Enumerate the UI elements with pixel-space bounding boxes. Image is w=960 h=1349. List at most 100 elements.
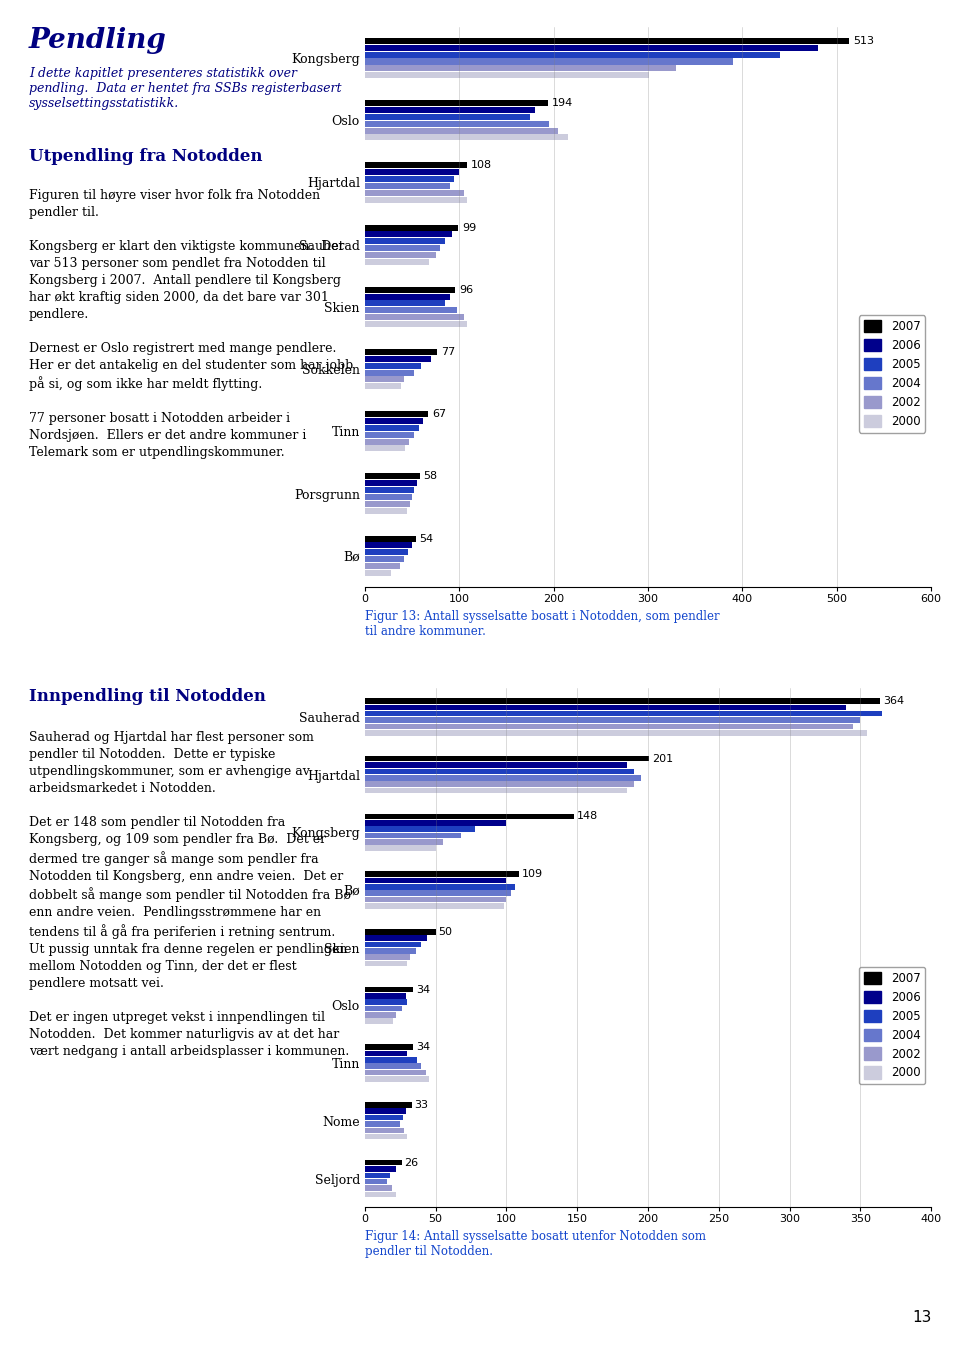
Bar [365,494,412,500]
Bar [365,177,454,182]
Bar [365,100,548,107]
Bar [365,1058,418,1063]
Bar [365,162,467,169]
Text: 108: 108 [470,161,492,170]
Bar [365,556,404,563]
Bar [365,1135,407,1140]
Bar [365,993,406,998]
Bar [365,755,649,761]
Bar [365,549,408,556]
Bar [365,1102,412,1108]
Text: 67: 67 [432,409,446,420]
Bar [365,827,475,832]
Bar [365,411,428,417]
Bar [365,1006,401,1012]
Text: 364: 364 [883,696,904,706]
Bar [365,473,420,479]
Bar [365,1000,407,1005]
Bar [365,536,416,541]
Bar [365,813,574,819]
Bar [365,723,853,730]
Bar [365,846,436,851]
Text: 194: 194 [552,98,573,108]
Bar [365,788,627,793]
Bar [365,376,404,382]
Text: 109: 109 [522,869,543,880]
Bar [365,948,416,954]
Text: Pendling: Pendling [29,27,166,54]
Bar [365,1160,401,1166]
Bar [365,128,559,134]
Bar [365,507,407,514]
Bar [365,569,392,576]
Text: 54: 54 [420,534,434,544]
Bar [365,183,449,189]
Bar [365,699,880,704]
Bar [365,259,429,264]
Text: 50: 50 [439,927,452,936]
Bar [365,542,412,549]
Bar [365,1166,396,1172]
Bar [365,51,780,58]
Bar [365,762,627,768]
Bar [365,500,410,507]
Bar [365,480,417,486]
Bar [365,197,467,202]
Bar [365,308,457,313]
Bar [365,1172,391,1178]
Bar [365,73,649,78]
Bar [365,239,445,244]
Text: 34: 34 [416,1043,430,1052]
Text: I dette kapitlet presenteres statistikk over
pendling.  Data er hentet fra SSBs : I dette kapitlet presenteres statistikk … [29,67,342,111]
Bar [365,232,451,237]
Bar [365,878,507,884]
Text: Figur 14: Antall sysselsatte bosatt utenfor Notodden som
pendler til Notodden.: Figur 14: Antall sysselsatte bosatt uten… [365,1230,706,1259]
Bar [365,929,436,935]
Text: Figur 13: Antall sysselsatte bosatt i Notodden, som pendler
til andre kommuner.: Figur 13: Antall sysselsatte bosatt i No… [365,610,719,638]
Text: Utpendling fra Notodden: Utpendling fra Notodden [29,148,262,166]
Bar [365,363,421,368]
Text: 96: 96 [459,285,473,295]
Bar [365,224,458,231]
Bar [365,986,413,993]
Bar [365,425,419,430]
Bar [365,871,519,877]
Bar [365,252,436,258]
Text: 26: 26 [404,1157,419,1168]
Bar [365,954,410,960]
Bar [365,370,414,375]
Bar [365,383,400,390]
Bar [365,445,405,452]
Bar [365,884,515,889]
Bar [365,1128,404,1133]
Bar [365,839,443,844]
Bar [365,1191,396,1197]
Bar [365,65,676,71]
Bar [365,563,399,569]
Bar [365,1012,396,1017]
Text: Figuren til høyre viser hvor folk fra Notodden
pendler til.

Kongsberg er klart : Figuren til høyre viser hvor folk fra No… [29,189,353,460]
Bar [365,294,449,299]
Bar [365,246,441,251]
Text: 33: 33 [415,1099,428,1110]
Text: 513: 513 [852,36,874,46]
Bar [365,1186,392,1191]
Bar [365,902,504,909]
Bar [365,45,818,51]
Bar [365,942,421,947]
Bar [365,1109,406,1114]
Text: Innpendling til Notodden: Innpendling til Notodden [29,688,266,706]
Bar [365,960,407,966]
Legend: 2007, 2006, 2005, 2004, 2002, 2000: 2007, 2006, 2005, 2004, 2002, 2000 [859,316,925,433]
Text: 34: 34 [416,985,430,994]
Bar [365,832,461,838]
Text: 99: 99 [462,223,476,232]
Text: 148: 148 [577,811,598,822]
Bar [365,769,634,774]
Text: 58: 58 [423,471,438,482]
Bar [365,1018,394,1024]
Bar [365,487,414,494]
Bar [365,58,733,65]
Bar [365,730,868,735]
Bar [365,1051,407,1056]
